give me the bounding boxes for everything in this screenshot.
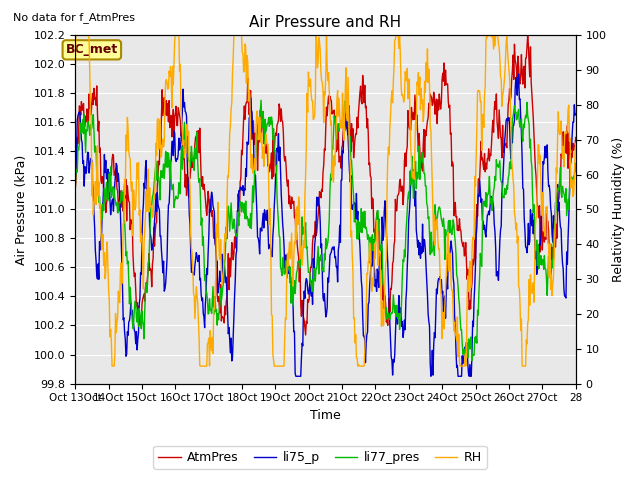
li77_pres [209,284,217,289]
Line: AtmPres: AtmPres [75,36,576,335]
li77_pres [401,254,409,260]
RH [71,75,79,81]
li75_p [572,112,580,118]
li77_pres [572,168,580,174]
li75_p [387,337,394,343]
RH [211,307,218,312]
li77_pres [468,358,476,363]
li75_p [71,173,79,179]
AtmPres [401,150,409,156]
li75_p [401,327,409,333]
Line: li77_pres: li77_pres [75,100,576,360]
li75_p [182,113,190,119]
li77_pres [81,111,88,117]
RH [402,71,410,77]
Title: Air Pressure and RH: Air Pressure and RH [250,15,401,30]
li75_p [292,373,300,379]
AtmPres [524,33,532,39]
li75_p [515,71,522,77]
RH [133,160,141,166]
AtmPres [572,134,580,140]
Y-axis label: Air Pressure (kPa): Air Pressure (kPa) [15,154,28,264]
X-axis label: Time: Time [310,409,341,422]
Line: li75_p: li75_p [75,74,576,376]
AtmPres [209,215,217,221]
AtmPres [132,286,140,292]
li75_p [132,341,140,347]
li77_pres [387,312,394,318]
RH [108,363,116,369]
AtmPres [387,286,394,291]
Text: BC_met: BC_met [66,43,118,56]
RH [81,33,89,38]
li77_pres [132,300,140,305]
li77_pres [71,188,79,194]
RH [387,96,395,102]
RH [184,132,192,138]
li77_pres [257,97,265,103]
li77_pres [182,143,190,149]
RH [572,140,580,146]
AtmPres [182,192,190,198]
li75_p [81,183,88,189]
Legend: AtmPres, li75_p, li77_pres, RH: AtmPres, li75_p, li77_pres, RH [154,446,486,469]
Text: No data for f_AtmPres: No data for f_AtmPres [13,12,135,23]
AtmPres [81,124,88,130]
AtmPres [71,187,79,193]
Y-axis label: Relativity Humidity (%): Relativity Humidity (%) [612,137,625,282]
li75_p [209,203,217,209]
AtmPres [301,332,309,338]
RH [72,33,80,38]
Line: RH: RH [75,36,576,366]
